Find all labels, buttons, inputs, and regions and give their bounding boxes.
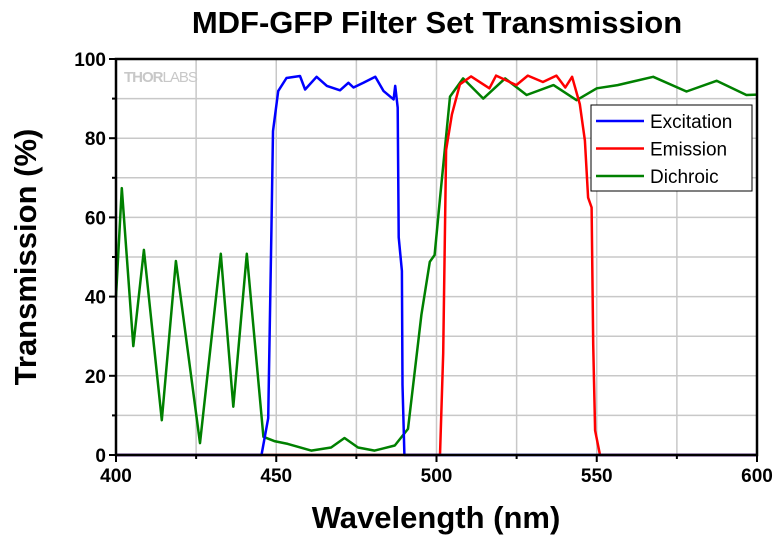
- y-tick-label: 40: [85, 288, 106, 309]
- x-tick-label: 550: [581, 466, 613, 487]
- x-axis-label: Wavelength (nm): [312, 500, 561, 535]
- y-tick-label: 60: [85, 208, 106, 229]
- x-tick-label: 400: [100, 466, 132, 487]
- series-group: [114, 74, 758, 457]
- legend-label-dichroic: Dichroic: [650, 167, 719, 188]
- y-tick-label: 0: [95, 446, 106, 467]
- series-line-dichroic: [114, 75, 758, 452]
- x-tick-label: 450: [260, 466, 292, 487]
- series-line-emission: [116, 74, 757, 457]
- x-tick-label: 600: [741, 466, 773, 487]
- y-tick-label: 80: [85, 129, 106, 150]
- y-axis-label: Transmission (%): [8, 129, 43, 386]
- legend-label-excitation: Excitation: [650, 112, 732, 133]
- thorlabs-watermark: THORLABS: [124, 69, 198, 86]
- y-tick-label: 20: [85, 367, 106, 388]
- legend-label-emission: Emission: [650, 140, 727, 161]
- chart-title: MDF-GFP Filter Set Transmission: [192, 5, 682, 40]
- ticks: 400 450 500 550 600 0 20 40 60 80 100: [74, 50, 773, 487]
- series-line-excitation: [116, 74, 757, 457]
- x-tick-label: 500: [421, 466, 453, 487]
- y-tick-label: 100: [74, 50, 106, 71]
- legend: Excitation Emission Dichroic: [590, 104, 753, 192]
